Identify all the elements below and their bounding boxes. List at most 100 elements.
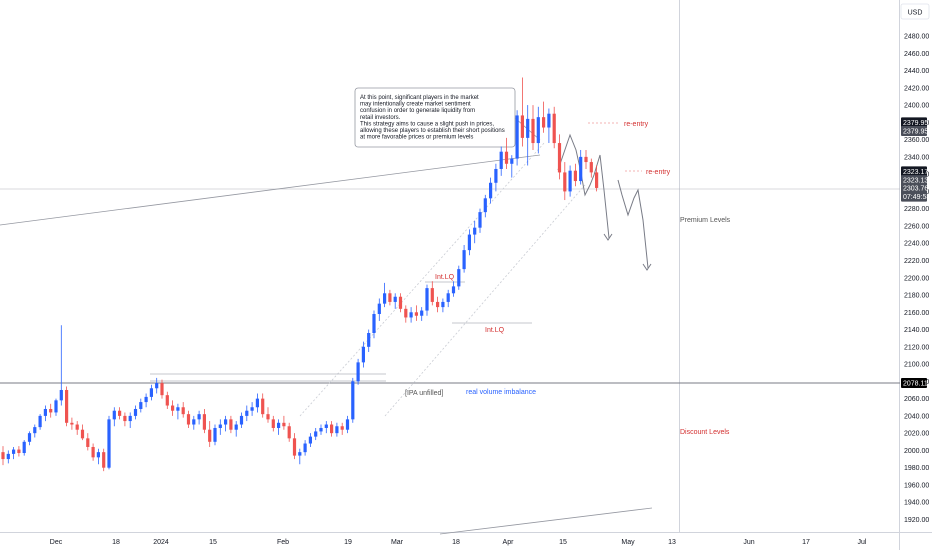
- candle-body: [17, 449, 21, 454]
- candle: [393, 293, 397, 309]
- candle: [133, 405, 138, 420]
- candle: [324, 421, 328, 434]
- candle: [38, 414, 42, 430]
- candle: [441, 298, 445, 313]
- candle-body: [568, 170, 572, 192]
- candle-body: [171, 405, 175, 411]
- candle: [340, 422, 344, 435]
- candle: [6, 450, 10, 464]
- candle-body: [542, 117, 546, 128]
- candle: [372, 310, 376, 339]
- candle: [229, 415, 233, 434]
- candle: [181, 402, 185, 418]
- y-tick-label: 2100.00: [904, 362, 929, 369]
- candle-body: [563, 172, 567, 192]
- candle: [504, 137, 509, 169]
- candle-body: [345, 419, 350, 430]
- candle-body: [436, 301, 440, 308]
- candle-body: [250, 407, 254, 411]
- candle: [303, 440, 307, 456]
- candle: [356, 358, 360, 385]
- candle-body: [494, 168, 498, 183]
- candle-body: [330, 424, 334, 434]
- candle-body: [377, 303, 381, 315]
- callout-box: [354, 87, 516, 148]
- candle-body: [388, 293, 392, 302]
- candle-body: [340, 426, 344, 430]
- candle: [234, 421, 238, 437]
- candle: [255, 393, 259, 413]
- candle-body: [547, 113, 551, 128]
- candle: [123, 412, 127, 427]
- candle-body: [86, 438, 90, 447]
- candle: [351, 377, 355, 423]
- price-tag-text: 07:49:58: [903, 194, 930, 201]
- candle: [473, 220, 477, 244]
- candle: [12, 446, 16, 460]
- candle-body: [383, 293, 387, 304]
- callout[interactable]: At this point, significant players in th…: [354, 87, 541, 148]
- candle-body: [38, 415, 42, 428]
- candle: [250, 402, 254, 416]
- candle: [430, 281, 434, 306]
- callout-line: may intentionally create market sentimen…: [360, 102, 471, 108]
- projection-path-2: [617, 179, 649, 269]
- price-tag: 2379.95: [901, 125, 928, 136]
- candle-body: [409, 312, 413, 318]
- candle-body: [510, 158, 514, 164]
- candle: [43, 405, 47, 422]
- candle: [404, 305, 408, 323]
- x-tick-label: May: [621, 539, 635, 546]
- y-tick-label: 2200.00: [904, 275, 929, 282]
- candle: [70, 417, 74, 430]
- candle-body: [515, 115, 519, 159]
- candle-body: [139, 402, 143, 409]
- candle-body: [43, 408, 47, 416]
- candle: [292, 433, 297, 460]
- x-tick-label: Jun: [743, 539, 754, 546]
- candle: [118, 407, 122, 420]
- candle-body: [261, 398, 265, 415]
- candle-body: [584, 156, 588, 163]
- candle: [27, 431, 32, 446]
- candle: [573, 163, 577, 187]
- x-tick-label: 18: [452, 539, 460, 546]
- candlestick-series: [1, 77, 599, 472]
- time-axis[interactable]: Dec 18 2024 15 Feb 19 Mar 18 Apr 15 May 13 Jun 17 Jul: [50, 539, 867, 546]
- candle-body: [65, 389, 69, 423]
- candle: [75, 421, 79, 435]
- price-tag-bg: [901, 117, 927, 128]
- candle-body: [123, 415, 127, 422]
- candle-body: [446, 293, 450, 302]
- candle-body: [271, 419, 275, 428]
- candle-body: [367, 333, 371, 347]
- candle: [526, 105, 530, 166]
- candle-body: [112, 410, 116, 420]
- candle: [563, 162, 567, 201]
- callout-text: At this point, significant players in th…: [360, 95, 505, 141]
- candle-body: [80, 429, 85, 439]
- candle-body: [303, 443, 307, 453]
- candle-body: [531, 118, 535, 144]
- price-tag-bg: [901, 377, 927, 388]
- candle-body: [75, 424, 79, 430]
- candle: [298, 448, 302, 465]
- currency-button[interactable]: USD: [900, 3, 930, 20]
- price-tag-bg: [901, 183, 927, 194]
- x-tick-label: 13: [668, 539, 676, 546]
- candle-body: [277, 422, 281, 428]
- annotation-ipa-unfilled: [IPA unfilled]: [405, 390, 443, 397]
- candle-body: [282, 422, 286, 427]
- y-tick-label: 1940.00: [904, 500, 929, 507]
- candle: [494, 163, 498, 192]
- candle: [314, 427, 318, 441]
- price-tag-text: 2323.13: [903, 178, 928, 185]
- candle-body: [414, 312, 418, 316]
- candle: [54, 398, 58, 416]
- candle: [202, 408, 206, 434]
- candle-body: [557, 143, 562, 173]
- price-axis[interactable]: 1920.00 1940.00 1960.00 1980.00 2000.00 2020.…: [904, 34, 929, 525]
- y-tick-label: 2220.00: [904, 258, 929, 265]
- candle: [91, 443, 95, 461]
